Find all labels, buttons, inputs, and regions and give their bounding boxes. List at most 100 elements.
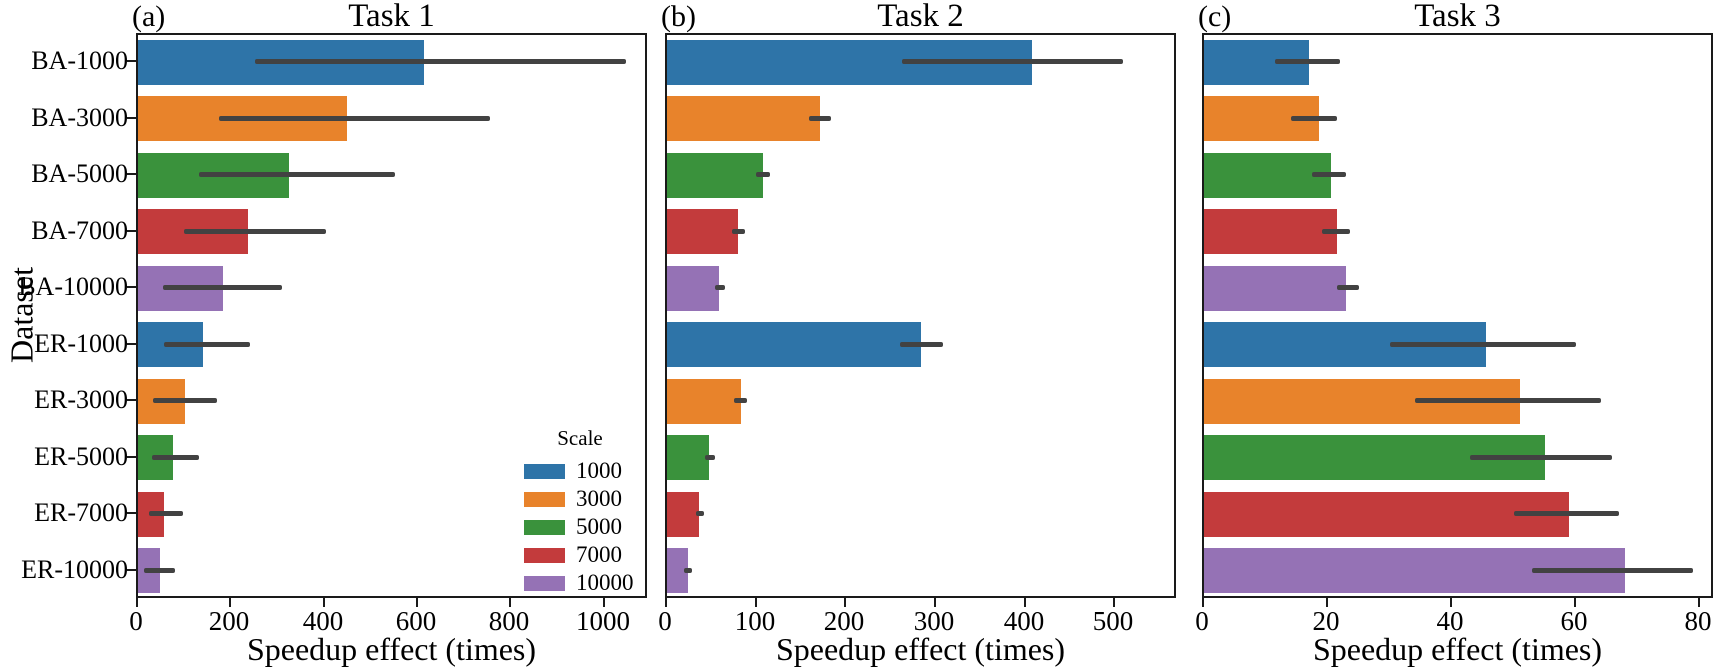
error-bar-BA-10000: [163, 285, 282, 290]
error-bar-ER-3000: [153, 398, 217, 403]
x-tick-label: 100: [734, 606, 776, 636]
error-bar-BA-1000: [255, 59, 626, 64]
x-axis-label-task1: Speedup effect (times): [246, 631, 537, 667]
error-bar-ER-7000: [696, 511, 704, 516]
legend-entry-3000: 3000: [514, 485, 646, 513]
x-tick-label: 600: [395, 606, 437, 636]
bar-ER-5000: [667, 435, 709, 480]
error-bar-ER-1000: [164, 342, 250, 347]
error-bar-BA-5000: [1312, 172, 1346, 177]
y-tick-label-BA-3000: BA-3000: [31, 103, 128, 132]
y-tick-label-ER-7000: ER-7000: [34, 498, 128, 527]
bar-BA-10000: [1204, 266, 1346, 311]
x-tick: [1024, 598, 1026, 607]
legend-swatch-10000: [524, 575, 565, 591]
legend-swatch-5000: [524, 519, 565, 535]
bar-ER-10000: [667, 548, 688, 593]
legend-entry-5000: 5000: [514, 513, 646, 541]
x-tick-label: 200: [208, 606, 250, 636]
y-tick-label-ER-3000: ER-3000: [34, 385, 128, 414]
error-bar-ER-10000: [684, 568, 692, 573]
y-tick-label-ER-1000: ER-1000: [34, 329, 128, 358]
error-bar-BA-10000: [715, 285, 725, 290]
error-bar-ER-10000: [1532, 568, 1693, 573]
error-bar-BA-10000: [1337, 285, 1359, 290]
bar-BA-7000: [1204, 209, 1337, 254]
y-tick: [127, 343, 136, 345]
error-bar-BA-3000: [1291, 116, 1337, 121]
legend-entries: 1000 3000 5000 7000 10000: [514, 457, 646, 597]
legend-swatch-7000: [524, 547, 565, 563]
x-tick-label: 1000: [576, 606, 630, 636]
x-tick-label: 400: [302, 606, 344, 636]
error-bar-BA-1000: [902, 59, 1123, 64]
x-tick: [1450, 598, 1452, 607]
bar-BA-3000: [667, 96, 820, 141]
x-tick: [844, 598, 846, 607]
y-tick: [127, 60, 136, 62]
x-tick: [1574, 598, 1576, 607]
x-tick-label: 400: [1003, 606, 1045, 636]
bar-ER-7000: [667, 492, 699, 537]
legend-swatch-3000: [524, 491, 565, 507]
error-bar-BA-3000: [219, 116, 490, 121]
error-bar-BA-7000: [732, 229, 745, 234]
x-tick-label: 80: [1684, 606, 1712, 636]
bar-BA-7000: [667, 209, 738, 254]
error-bar-ER-5000: [705, 455, 715, 460]
legend-label: 3000: [576, 486, 622, 511]
x-tick: [1202, 598, 1204, 607]
x-tick-label: 0: [1195, 606, 1209, 636]
x-tick-label: 60: [1560, 606, 1588, 636]
bar-BA-5000: [667, 153, 763, 198]
panel-label-c: (c): [1198, 0, 1232, 33]
legend: Scale 1000 3000 5000 7000 10000: [514, 426, 646, 597]
legend-swatch-1000: [524, 463, 565, 479]
x-tick-label: 0: [658, 606, 672, 636]
panel-title-task2: Task 2: [877, 0, 964, 34]
x-tick-label: 200: [823, 606, 865, 636]
x-tick: [229, 598, 231, 607]
y-tick-label-BA-1000: BA-1000: [31, 46, 128, 75]
error-bar-BA-1000: [1275, 59, 1340, 64]
error-bar-ER-5000: [152, 455, 199, 460]
error-bar-BA-5000: [199, 172, 395, 177]
error-bar-ER-7000: [149, 511, 183, 516]
error-bar-BA-3000: [809, 116, 831, 121]
y-tick-label-BA-5000: BA-5000: [31, 159, 128, 188]
y-tick: [127, 512, 136, 514]
error-bar-ER-5000: [1470, 455, 1612, 460]
y-tick-label-BA-7000: BA-7000: [31, 216, 128, 245]
x-tick-label: 300: [913, 606, 955, 636]
legend-title: Scale: [557, 426, 603, 450]
bar-ER-1000: [667, 322, 921, 367]
x-tick-label: 800: [488, 606, 530, 636]
x-tick-label: 500: [1092, 606, 1134, 636]
x-tick: [665, 598, 667, 607]
error-bar-ER-3000: [1415, 398, 1601, 403]
error-bar-BA-7000: [184, 229, 326, 234]
error-bar-ER-10000: [144, 568, 175, 573]
legend-entry-10000: 10000: [514, 569, 646, 597]
bar-BA-10000: [667, 266, 719, 311]
error-bar-ER-1000: [900, 342, 943, 347]
bar-BA-5000: [1204, 153, 1331, 198]
x-tick-label: 0: [129, 606, 143, 636]
y-tick: [127, 456, 136, 458]
bar-ER-7000: [1204, 492, 1569, 537]
x-tick: [1326, 598, 1328, 607]
x-tick: [416, 598, 418, 607]
error-bar-ER-1000: [1390, 342, 1576, 347]
x-tick: [1113, 598, 1115, 607]
y-tick: [127, 399, 136, 401]
x-tick: [755, 598, 757, 607]
bar-ER-3000: [667, 379, 741, 424]
x-tick: [509, 598, 511, 607]
y-tick-label-BA-10000: BA-10000: [18, 272, 128, 301]
x-tick: [603, 598, 605, 607]
x-axis-label-task3: Speedup effect (times): [1312, 631, 1603, 667]
panel-title-task1: Task 1: [348, 0, 435, 34]
panel-title-task3: Task 3: [1414, 0, 1501, 34]
error-bar-BA-7000: [1322, 229, 1350, 234]
